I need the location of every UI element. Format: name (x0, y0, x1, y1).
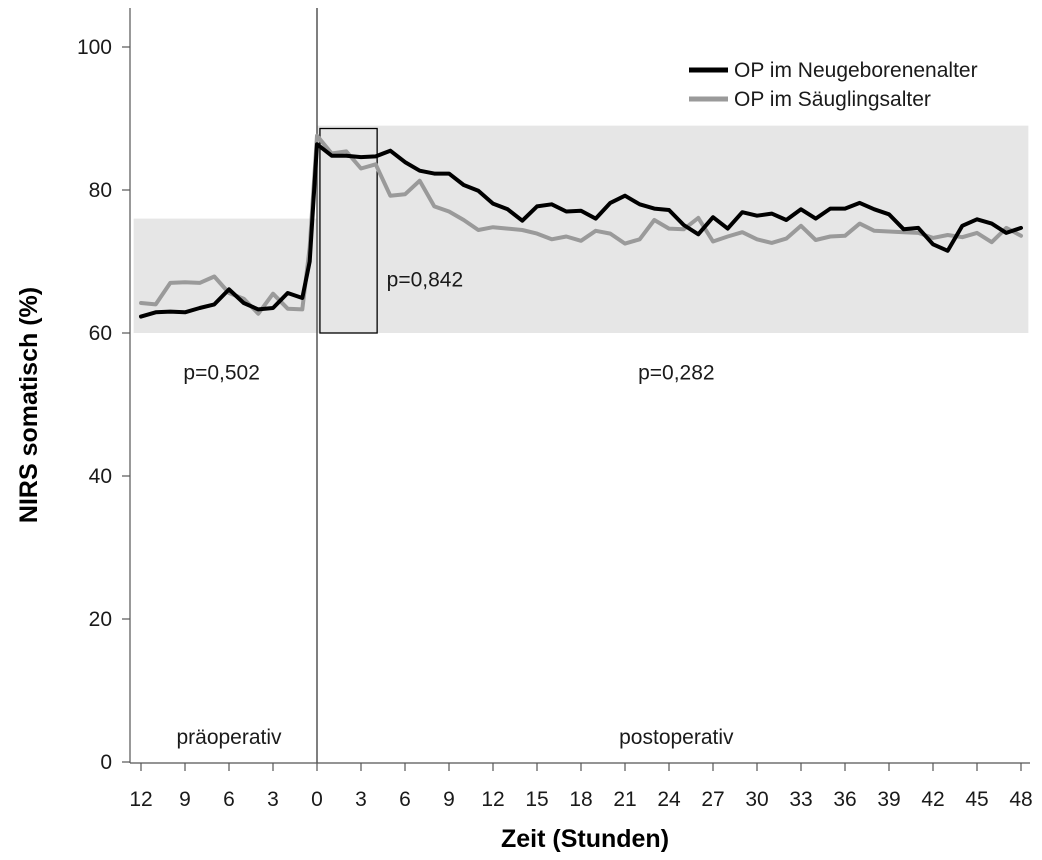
x-tick-label: 21 (613, 788, 636, 811)
series-lines (139, 133, 1023, 319)
x-tick-label: 6 (399, 788, 411, 811)
x-tick-label: 39 (877, 788, 900, 811)
y-tick-label: 80 (89, 179, 112, 202)
x-tick-label: 0 (311, 788, 323, 811)
shaded-region-1 (133, 218, 317, 333)
x-axis-title: Zeit (Stunden) (501, 825, 669, 853)
x-tick-label: 9 (443, 788, 455, 811)
x-tick-label: 30 (745, 788, 768, 811)
x-tick-label: 12 (129, 788, 152, 811)
x-tick-label: 18 (569, 788, 592, 811)
x-tick-label: 33 (789, 788, 812, 811)
x-tick-label: 27 (701, 788, 724, 811)
x-tick-label: 3 (267, 788, 279, 811)
annotations: p=0,502 p=0,842 p=0,282 präoperativ postoper… (176, 268, 734, 749)
y-tick-label: 0 (100, 751, 112, 774)
annotation-label: p=0,282 (638, 361, 715, 384)
highlight-box-1 (319, 127, 378, 334)
highlight-box (319, 127, 378, 334)
series-line-neugeborenenalter (139, 142, 1023, 319)
y-tick-label: 20 (89, 608, 112, 631)
x-tick-label: 9 (179, 788, 191, 811)
x-tick-label: 3 (355, 788, 367, 811)
legend-label: OP im Säuglingsalter (734, 88, 931, 111)
x-tick-label: 24 (657, 788, 681, 811)
x-tick-label: 36 (833, 788, 856, 811)
series-line-saeuglingsalter (139, 133, 1023, 316)
annotation-label: p=0,842 (387, 268, 464, 291)
axes (129, 8, 1030, 764)
x-tick-label: 12 (481, 788, 504, 811)
x-tick-label: 15 (525, 788, 548, 811)
annotation-label: präoperativ (176, 726, 282, 749)
x-tick-label: 42 (921, 788, 944, 811)
x-tick-label: 45 (965, 788, 988, 811)
y-ticks: 0 20 40 60 80 100 (77, 36, 130, 774)
y-tick-label: 100 (77, 36, 112, 59)
y-axis-title: NIRS somatisch (%) (15, 287, 43, 523)
x-tick-label: 48 (1009, 788, 1032, 811)
y-tick-label: 40 (89, 465, 112, 488)
x-tick-label: 6 (223, 788, 235, 811)
annotation-label: postoperativ (619, 726, 734, 749)
annotation-label: p=0,502 (183, 361, 260, 384)
legend: OP im Neugeborenenalter OP im Säuglingsal… (689, 59, 978, 111)
x-ticks: 12 9 6 3 0 3 6 9 12 15 18 21 24 27 30 33 36 39 42 45 48 (129, 763, 1033, 811)
y-tick-label: 60 (89, 322, 112, 345)
legend-label: OP im Neugeborenenalter (734, 59, 978, 82)
